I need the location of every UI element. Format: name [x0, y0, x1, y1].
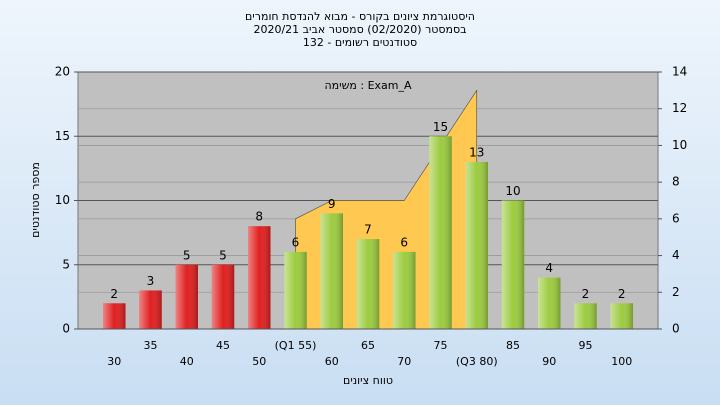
value-label: 13: [469, 145, 484, 159]
annotation: משימה : Exam_A: [324, 79, 412, 92]
x-tick-label: 100: [611, 355, 632, 368]
y-tick-label: 10: [55, 193, 70, 207]
bar-shade: [356, 239, 380, 329]
x-tick-label: 35: [144, 339, 158, 352]
value-label: 5: [219, 248, 227, 262]
x-axis-label: טווח ציונים: [343, 374, 393, 387]
x-tick-label: 60: [325, 355, 339, 368]
x-tick-label: 50: [252, 355, 266, 368]
value-label: 6: [292, 235, 300, 249]
bar-shade: [248, 226, 271, 329]
value-label: 7: [364, 223, 372, 237]
chart-subtitle: סטודנטים רשומים - 132: [303, 36, 417, 49]
x-tick-label: 85: [506, 339, 520, 352]
bar-shade: [465, 161, 488, 329]
bar-shade: [139, 290, 162, 329]
bar-shade: [103, 303, 126, 329]
y2-tick-label: 2: [672, 285, 680, 299]
value-label: 3: [147, 274, 155, 288]
y2-tick-label: 0: [672, 322, 680, 336]
bar-shade: [538, 277, 561, 329]
x-tick-label: 90: [542, 355, 556, 368]
bar-shade: [284, 251, 307, 329]
bar-shade: [211, 264, 235, 329]
bar-shade: [429, 136, 452, 329]
y-tick-label: 20: [55, 65, 70, 79]
x-tick-label: 40: [180, 355, 194, 368]
x-tick-label: 65: [361, 339, 375, 352]
chart-title: היסטוגרמת ציונים בקורס - מבוא להנדסת חומ…: [245, 10, 475, 23]
x-tick-label: 70: [397, 355, 411, 368]
value-label: 8: [255, 210, 263, 224]
y2-tick-label: 14: [672, 65, 687, 79]
y-tick-label: 5: [62, 257, 70, 271]
y-tick-label: 15: [55, 129, 70, 143]
x-tick-label: (Q1 55): [275, 339, 317, 352]
chart-subtitle: בסמסטר (02/2020) סמסטר אביב 2020/21: [253, 23, 466, 36]
y2-tick-label: 8: [672, 175, 680, 189]
bar-shade: [320, 213, 343, 329]
y2-tick-label: 10: [672, 138, 687, 152]
bar-shade: [610, 303, 633, 329]
value-label: 4: [545, 261, 553, 275]
value-label: 15: [433, 120, 448, 134]
x-tick-label: 95: [579, 339, 593, 352]
y-tick-label: 0: [62, 322, 70, 336]
bar-shade: [501, 200, 525, 329]
value-label: 5: [183, 248, 191, 262]
x-tick-label: 45: [216, 339, 230, 352]
value-label: 2: [582, 287, 590, 301]
value-label: 9: [328, 197, 336, 211]
bar-shade: [393, 251, 416, 329]
y2-tick-label: 4: [672, 248, 680, 262]
y2-tick-label: 6: [672, 211, 680, 225]
bar-shade: [175, 264, 198, 329]
value-label: 2: [110, 287, 118, 301]
value-label: 6: [400, 235, 408, 249]
value-label: 10: [505, 184, 520, 198]
y2-tick-label: 12: [672, 101, 687, 115]
x-tick-label: 30: [107, 355, 121, 368]
x-tick-label: (Q3 80): [456, 355, 498, 368]
bar-shade: [574, 303, 597, 329]
value-label: 2: [618, 287, 626, 301]
x-tick-label: 75: [434, 339, 448, 352]
y-axis-label: מספר סטודנטים: [29, 162, 42, 238]
